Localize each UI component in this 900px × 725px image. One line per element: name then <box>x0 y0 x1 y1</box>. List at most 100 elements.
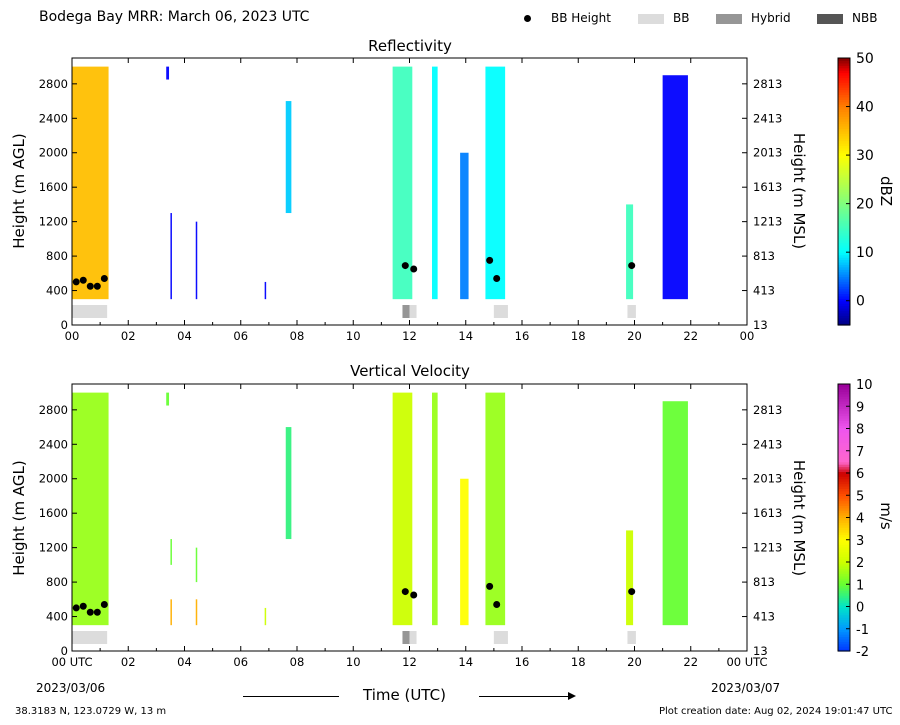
velocity-echo-column <box>460 478 469 626</box>
reflectivity-y-tick-label-right: 1213 <box>753 215 782 229</box>
velocity-colorbar-segment <box>838 578 850 582</box>
date-end: 2023/03/07 <box>711 681 781 695</box>
velocity-colorbar-segment <box>838 442 850 446</box>
velocity-y-tick-label: 800 <box>46 575 68 589</box>
velocity-echo-column <box>264 607 267 626</box>
reflectivity-colorbar-segment <box>838 176 850 180</box>
reflectivity-colorbar-segment <box>838 87 850 91</box>
reflectivity-colorbar-segment <box>838 99 850 103</box>
reflectivity-bright-band-segment <box>72 305 108 318</box>
reflectivity-x-tick-label: 16 <box>515 329 530 343</box>
velocity-echo-column <box>72 392 109 626</box>
velocity-bb-height-point <box>486 582 494 590</box>
velocity-colorbar-segment <box>838 408 850 412</box>
velocity-colorbar-segment <box>838 398 850 402</box>
reflectivity-colorbar-segment <box>838 113 850 117</box>
reflectivity-colorbar-segment <box>838 283 850 287</box>
velocity-colorbar-segment <box>838 400 850 405</box>
reflectivity-echo-column <box>166 66 170 80</box>
velocity-colorbar-segment <box>838 396 850 400</box>
reflectivity-colorbar-segment <box>838 198 850 202</box>
reflectivity-colorbar-segment <box>838 133 850 137</box>
reflectivity-colorbar-segment <box>838 118 850 122</box>
reflectivity-colorbar-tick-label: 0 <box>856 294 865 310</box>
velocity-echo-column <box>195 599 198 626</box>
velocity-y-tick-label-right: 2813 <box>753 403 782 417</box>
reflectivity-bright-band-segment <box>402 305 410 318</box>
reflectivity-colorbar-segment <box>838 147 850 151</box>
reflectivity-colorbar-segment <box>838 74 850 79</box>
reflectivity-colorbar-segment <box>838 249 850 253</box>
reflectivity-colorbar-segment <box>838 259 850 263</box>
velocity-colorbar-segment <box>838 510 850 514</box>
velocity-colorbar-segment <box>838 415 850 419</box>
reflectivity-colorbar-segment <box>838 167 850 171</box>
velocity-colorbar-segment <box>838 551 850 555</box>
reflectivity-y-tick-label-right: 2813 <box>753 77 782 91</box>
velocity-colorbar-segment <box>838 417 850 422</box>
reflectivity-colorbar-segment <box>838 179 850 183</box>
reflectivity-colorbar-segment <box>838 320 850 324</box>
velocity-colorbar-segment <box>838 498 850 502</box>
reflectivity-colorbar-segment <box>838 244 850 248</box>
velocity-colorbar-segment <box>838 454 850 458</box>
velocity-colorbar-segment <box>838 425 850 429</box>
reflectivity-bb-height-point <box>100 274 108 282</box>
velocity-colorbar-segment <box>838 473 850 477</box>
velocity-colorbar-segment <box>838 461 850 465</box>
reflectivity-y-tick-label-right: 2013 <box>753 146 782 160</box>
velocity-colorbar-segment <box>838 384 850 388</box>
x-axis-arrow-right-line <box>479 696 571 697</box>
reflectivity-colorbar-segment <box>838 67 850 71</box>
velocity-bb-height-point <box>86 608 94 616</box>
reflectivity-y-tick-label: 800 <box>46 249 68 263</box>
reflectivity-panel-title: Reflectivity <box>368 37 452 55</box>
velocity-colorbar-segment <box>838 532 850 536</box>
reflectivity-x-tick-label: 00 <box>740 329 755 343</box>
velocity-colorbar-segment <box>838 434 850 438</box>
reflectivity-echo-column <box>392 66 413 300</box>
velocity-y-tick-label-right: 413 <box>753 610 775 624</box>
velocity-colorbar-segment <box>838 449 850 453</box>
velocity-colorbar-segment <box>838 464 850 468</box>
velocity-colorbar-segment <box>838 386 850 390</box>
velocity-colorbar-tick-label: 6 <box>856 467 864 482</box>
velocity-colorbar-segment <box>838 600 850 604</box>
velocity-colorbar-segment <box>838 604 850 608</box>
velocity-colorbar-segment <box>838 587 850 591</box>
reflectivity-colorbar-segment <box>838 206 850 210</box>
velocity-colorbar-segment <box>838 549 850 553</box>
reflectivity-colorbar-segment <box>838 72 850 76</box>
reflectivity-colorbar-segment <box>838 196 850 200</box>
reflectivity-colorbar-segment <box>838 145 850 149</box>
velocity-x-tick-label: 16 <box>515 655 530 669</box>
reflectivity-colorbar-segment <box>838 230 850 234</box>
velocity-colorbar-segment <box>838 607 850 611</box>
reflectivity-colorbar-segment <box>838 91 850 96</box>
velocity-colorbar-segment <box>838 410 850 414</box>
velocity-colorbar-segment <box>838 505 850 509</box>
reflectivity-colorbar-segment <box>838 317 850 321</box>
velocity-colorbar-segment <box>838 483 850 487</box>
reflectivity-colorbar-segment <box>838 286 850 290</box>
velocity-colorbar-segment <box>838 553 850 557</box>
velocity-colorbar-segment <box>838 388 850 392</box>
reflectivity-colorbar-segment <box>838 130 850 134</box>
reflectivity-echo-column <box>662 75 688 300</box>
velocity-bright-band-segment <box>409 631 417 644</box>
reflectivity-colorbar-segment <box>838 60 850 64</box>
x-axis-label: Time (UTC) <box>363 686 446 704</box>
legend-bb-height-label: BB Height <box>551 11 611 25</box>
reflectivity-colorbar-segment <box>838 242 850 246</box>
velocity-colorbar-segment <box>838 485 850 489</box>
velocity-y-tick-label: 400 <box>46 610 68 624</box>
reflectivity-y-tick-label-right: 13 <box>753 318 768 332</box>
velocity-colorbar-segment <box>838 634 850 638</box>
velocity-colorbar-segment <box>838 515 850 519</box>
reflectivity-colorbar-segment <box>838 96 850 100</box>
velocity-bb-height-point <box>93 608 101 616</box>
reflectivity-y-tick-label-right: 413 <box>753 284 775 298</box>
velocity-x-tick-label: 22 <box>683 655 698 669</box>
velocity-y-tick-label: 2400 <box>39 437 68 451</box>
reflectivity-colorbar-segment <box>838 281 850 285</box>
